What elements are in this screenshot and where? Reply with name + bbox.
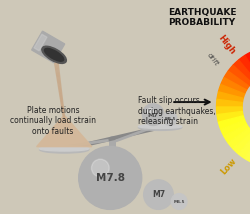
Text: Fault slip occurs
during earthquakes,
releasing strain: Fault slip occurs during earthquakes, re…: [138, 96, 216, 126]
Polygon shape: [37, 115, 92, 147]
Text: Plate motions
continually load strain
onto faults: Plate motions continually load strain on…: [10, 106, 96, 136]
Text: M7: M7: [152, 190, 165, 199]
Polygon shape: [34, 34, 47, 51]
Ellipse shape: [44, 48, 64, 61]
Ellipse shape: [138, 125, 182, 130]
Polygon shape: [218, 116, 244, 129]
Ellipse shape: [40, 146, 89, 153]
Polygon shape: [228, 128, 250, 149]
Ellipse shape: [42, 46, 66, 63]
Polygon shape: [233, 131, 250, 154]
Text: M7.8: M7.8: [96, 173, 125, 183]
Circle shape: [163, 112, 177, 125]
Polygon shape: [217, 111, 243, 122]
Ellipse shape: [138, 125, 182, 128]
Circle shape: [79, 146, 142, 209]
Polygon shape: [218, 85, 244, 98]
Polygon shape: [239, 55, 250, 80]
Text: High: High: [216, 34, 237, 56]
Polygon shape: [224, 124, 249, 143]
Text: M6.5: M6.5: [164, 117, 176, 121]
Text: drift: drift: [206, 52, 220, 67]
Circle shape: [147, 109, 153, 115]
Polygon shape: [90, 166, 134, 176]
Text: M6.5: M6.5: [174, 199, 185, 204]
Polygon shape: [32, 31, 65, 63]
Text: EARTHQUAKE
PROBABILITY: EARTHQUAKE PROBABILITY: [168, 8, 236, 27]
Circle shape: [142, 104, 164, 125]
Polygon shape: [221, 78, 246, 94]
Text: Low: Low: [219, 156, 238, 176]
Polygon shape: [221, 120, 246, 136]
Polygon shape: [245, 52, 250, 77]
Polygon shape: [245, 137, 250, 162]
Polygon shape: [216, 107, 242, 115]
Polygon shape: [86, 176, 138, 183]
Polygon shape: [216, 99, 242, 107]
Polygon shape: [217, 92, 243, 103]
Circle shape: [144, 180, 173, 209]
Ellipse shape: [40, 146, 89, 151]
Polygon shape: [233, 60, 250, 83]
Circle shape: [92, 159, 109, 177]
Circle shape: [171, 194, 187, 209]
Polygon shape: [239, 134, 250, 159]
Polygon shape: [228, 65, 250, 86]
Polygon shape: [224, 71, 249, 90]
Text: M7: M7: [148, 113, 158, 118]
